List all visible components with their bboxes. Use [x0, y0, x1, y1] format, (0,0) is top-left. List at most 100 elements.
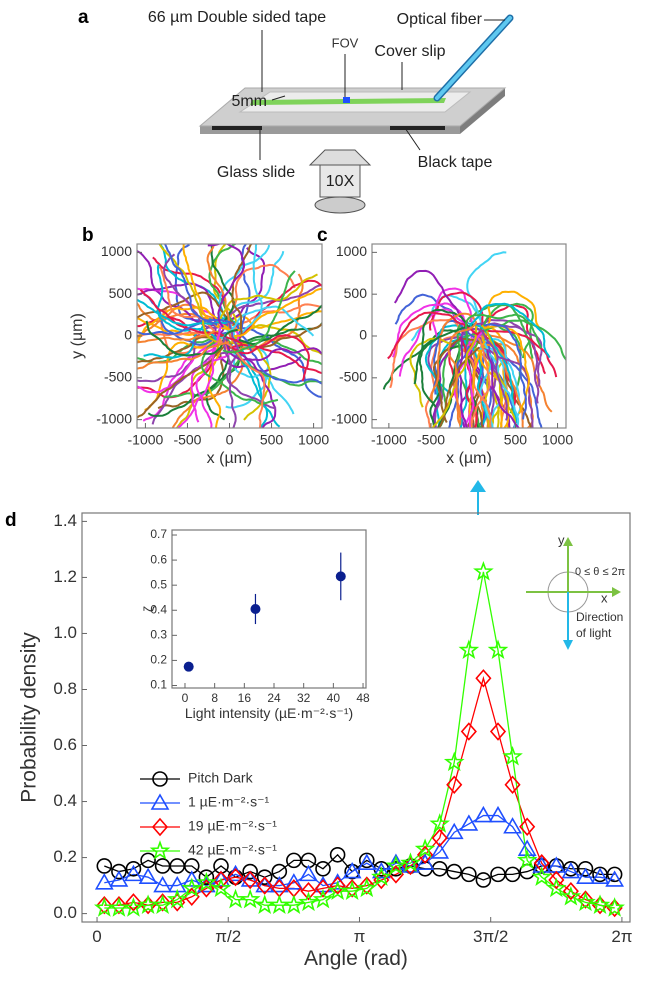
- marker: [446, 775, 463, 794]
- marker: [446, 863, 463, 880]
- marker: [152, 771, 168, 787]
- legend-label: Pitch Dark: [188, 770, 254, 786]
- trajectory: [481, 290, 543, 342]
- trajectory: [409, 337, 468, 408]
- trajectory: [470, 337, 491, 428]
- trajectory: [231, 334, 310, 382]
- y-tick-label: 500: [109, 285, 133, 301]
- legend-label: 1 µE·m⁻²·s⁻¹: [188, 794, 270, 810]
- y-tick-label: 1.4: [53, 511, 77, 530]
- black-tape: [390, 126, 445, 130]
- marker: [487, 639, 509, 660]
- trajectory: [200, 341, 279, 405]
- trajectory: [481, 343, 524, 428]
- marker: [460, 722, 477, 741]
- x-tick-label: 0: [182, 691, 189, 705]
- trajectory: [207, 342, 224, 428]
- y-tick-label: -1000: [331, 410, 367, 426]
- marker: [517, 839, 537, 856]
- series-line: [104, 853, 615, 881]
- marker: [488, 805, 508, 823]
- y-tick-label: 0.2: [150, 653, 167, 667]
- trajectory: [213, 244, 243, 335]
- glass-slide-label: Glass slide: [217, 164, 295, 181]
- marker: [242, 870, 259, 890]
- marker: [255, 875, 275, 893]
- x-tick-label: -500: [173, 431, 201, 447]
- y-tick-label: 1000: [101, 243, 132, 259]
- trajectory: [476, 340, 492, 428]
- trajectory: [236, 244, 251, 337]
- marker: [211, 870, 231, 887]
- y-tick-label: 0.0: [53, 903, 77, 922]
- marker: [385, 855, 407, 875]
- trajectory: [137, 282, 218, 325]
- marker: [604, 897, 625, 917]
- marker: [431, 828, 448, 848]
- setup-diagram: a 10X 66 µm Double sided tape FOV Cover …: [78, 7, 514, 214]
- marker: [475, 669, 492, 688]
- trajectory: [235, 337, 322, 366]
- marker: [444, 822, 464, 840]
- marker: [196, 871, 217, 892]
- trajectory: [476, 332, 553, 413]
- marker: [414, 838, 436, 858]
- y-tick-label: 0.6: [53, 735, 77, 754]
- trajectory: [210, 244, 235, 327]
- trajectory: [177, 321, 226, 428]
- marker: [329, 876, 346, 895]
- panel-label: b: [82, 225, 94, 246]
- trajectory: [137, 330, 216, 344]
- point: [250, 604, 261, 614]
- x-tick-label: 0: [92, 927, 101, 946]
- trajectory: [137, 348, 216, 399]
- marker: [502, 745, 523, 766]
- trajectory: [468, 329, 558, 378]
- trajectory: [469, 302, 551, 359]
- trajectory: [137, 341, 230, 370]
- marker: [137, 894, 159, 914]
- y-tick-label: 0.4: [53, 791, 77, 810]
- marker: [474, 805, 493, 823]
- x-tick-label: π: [354, 927, 366, 946]
- y-tick-label: -500: [104, 369, 132, 385]
- trajectory: [466, 342, 480, 428]
- trajectory: [237, 349, 277, 428]
- marker: [344, 879, 361, 898]
- trajectory: [484, 319, 566, 362]
- arrowhead: [563, 537, 573, 546]
- trajectory: [226, 343, 322, 375]
- y-tick-label: 1.0: [53, 623, 77, 642]
- arrowhead: [563, 640, 573, 650]
- x-tick-label: -1000: [128, 431, 164, 447]
- y-tick-label: 0.4: [150, 602, 167, 616]
- objective-label: 10X: [326, 173, 355, 190]
- x-tick-label: 1000: [542, 431, 573, 447]
- trajectory: [222, 270, 296, 354]
- marker: [256, 876, 273, 895]
- marker: [415, 853, 435, 870]
- x-tick-label: 48: [356, 691, 370, 705]
- trajectory: [448, 345, 470, 428]
- marker: [124, 864, 143, 882]
- marker: [533, 853, 550, 873]
- marker: [314, 879, 332, 898]
- trajectory: [242, 327, 322, 398]
- marker: [181, 877, 203, 898]
- plot-frame: [171, 529, 367, 689]
- marker: [516, 849, 538, 870]
- trajectory: [137, 298, 227, 327]
- marker: [125, 860, 142, 877]
- marker: [151, 817, 169, 837]
- trajectory: [486, 350, 521, 428]
- marker: [154, 893, 171, 912]
- trajectory: [163, 244, 218, 326]
- marker: [153, 875, 172, 893]
- marker: [473, 560, 494, 581]
- trajectory: [137, 339, 223, 394]
- trajectory: [393, 269, 469, 329]
- x-tick-label: 8: [211, 691, 218, 705]
- marker: [358, 876, 375, 895]
- x-axis-label: Angle (rad): [304, 947, 408, 970]
